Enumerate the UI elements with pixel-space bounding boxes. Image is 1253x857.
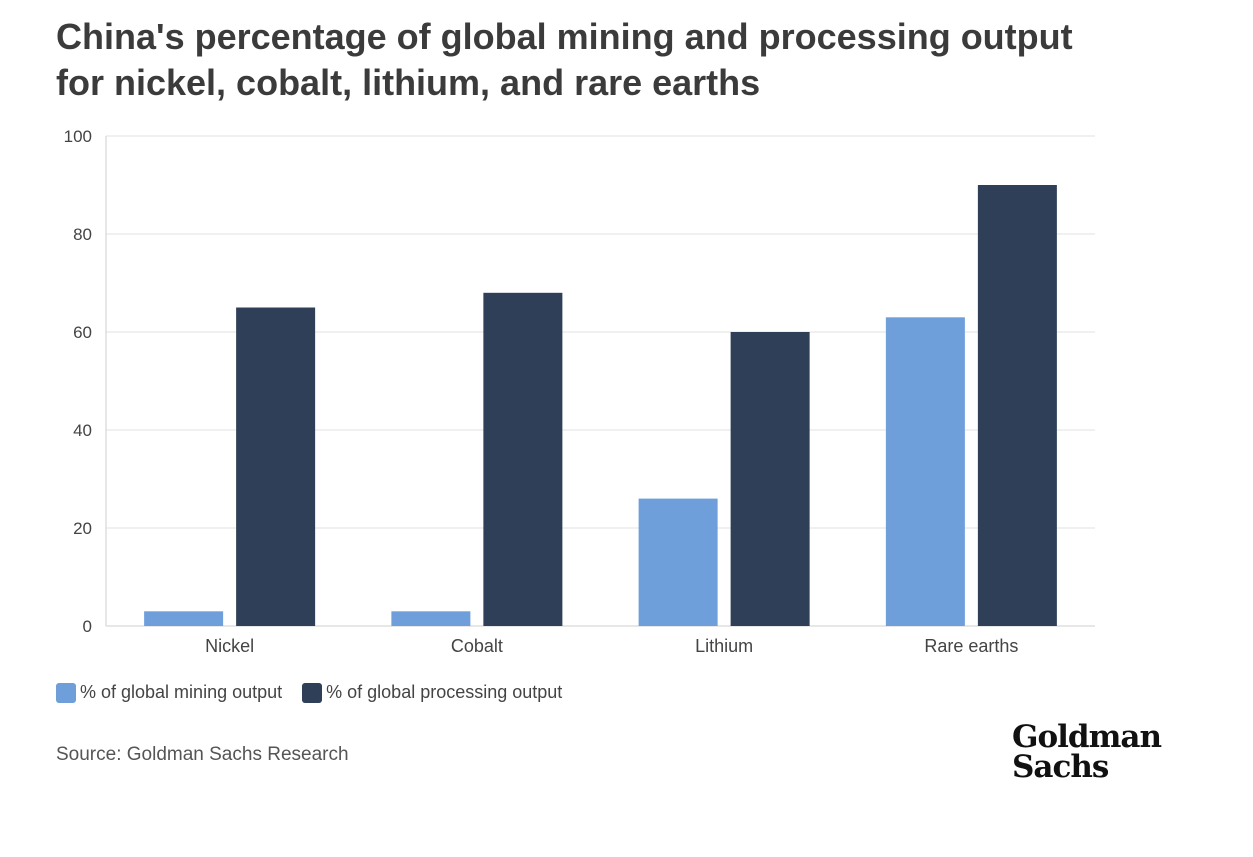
legend-item-processing: % of global processing output — [302, 682, 562, 703]
chart-title-line-2: for nickel, cobalt, lithium, and rare ea… — [56, 62, 761, 103]
x-tick-label: Nickel — [205, 636, 254, 656]
bar-rare-earths-processing — [977, 185, 1057, 626]
legend: % of global mining output % of global pr… — [56, 682, 562, 703]
goldman-sachs-logo: Goldman Sachs — [1012, 719, 1162, 785]
y-tick-label: 60 — [73, 323, 92, 342]
y-tick-label: 0 — [83, 617, 92, 636]
bar-nickel-mining — [144, 611, 224, 626]
logo-line-1: Goldman — [1012, 719, 1162, 755]
bar-lithium-processing — [730, 332, 810, 626]
legend-swatch-mining — [56, 682, 76, 703]
y-tick-label: 80 — [73, 225, 92, 244]
logo-line-2: Sachs — [1012, 749, 1109, 785]
y-tick-label: 20 — [73, 519, 92, 538]
bar-nickel-processing — [236, 307, 316, 626]
chart-title-line-1: China's percentage of global mining and … — [56, 16, 1073, 57]
bar-cobalt-mining — [391, 611, 471, 626]
legend-item-mining: % of global mining output — [56, 682, 282, 703]
y-tick-label: 40 — [73, 421, 92, 440]
y-tick-label: 100 — [64, 127, 92, 146]
source-note: Source: Goldman Sachs Research — [56, 744, 349, 765]
x-tick-label: Cobalt — [451, 636, 503, 656]
bar-rare-earths-mining — [885, 317, 965, 626]
x-tick-label: Lithium — [695, 636, 753, 656]
chart-title: China's percentage of global mining and … — [56, 14, 1206, 106]
legend-swatch-processing — [302, 682, 323, 703]
bar-lithium-mining — [638, 498, 718, 626]
legend-label-processing: % of global processing output — [326, 682, 563, 702]
bar-cobalt-processing — [483, 292, 563, 626]
x-tick-label: Rare earths — [924, 636, 1018, 656]
legend-label-mining: % of global mining output — [80, 682, 283, 702]
